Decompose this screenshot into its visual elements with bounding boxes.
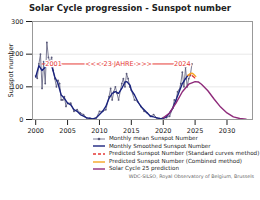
svg-text:0: 0 [19, 116, 23, 124]
svg-text:200: 200 [11, 50, 24, 59]
html-text:Predicted Sunspot Number (Comb: Predicted Sunspot Number (Combined metho… [109, 157, 242, 164]
html-text:Predicted Sunspot Number (Stan: Predicted Sunspot Number (Standard curve… [109, 150, 260, 157]
svg-text:2024: 2024 [174, 60, 191, 68]
html-text:Monthly mean Sunspot Number: Monthly mean Sunspot Number [109, 135, 198, 141]
html-text:Solar Cycle progression - Suns: Solar Cycle progression - Sunspot number [29, 3, 231, 13]
html-text:WDC-SILSO, Royal Observatory o: WDC-SILSO, Royal Observatory of Belgium,… [128, 174, 254, 179]
svg-text:2025: 2025 [187, 127, 204, 135]
svg-text:Sunspot number: Sunspot number [7, 43, 15, 97]
svg-text:2005: 2005 [59, 127, 76, 135]
svg-text:2020: 2020 [155, 127, 172, 135]
svg-text:2015: 2015 [123, 127, 140, 135]
svg-text:300: 300 [11, 18, 23, 26]
html-text:Solar Cycle 25 prediction: Solar Cycle 25 prediction [109, 165, 180, 172]
html-text:Monthly Smoothed Sunspot Numbe: Monthly Smoothed Sunspot Number [109, 142, 211, 149]
svg-text:<<< 23 JAHRE >>>: <<< 23 JAHRE >>> [85, 60, 152, 68]
svg-text:100: 100 [11, 82, 24, 91]
svg-text:2001: 2001 [45, 60, 62, 68]
svg-text:2000: 2000 [27, 127, 44, 135]
svg-text:2030: 2030 [219, 127, 236, 135]
svg-text:2010: 2010 [91, 127, 108, 135]
